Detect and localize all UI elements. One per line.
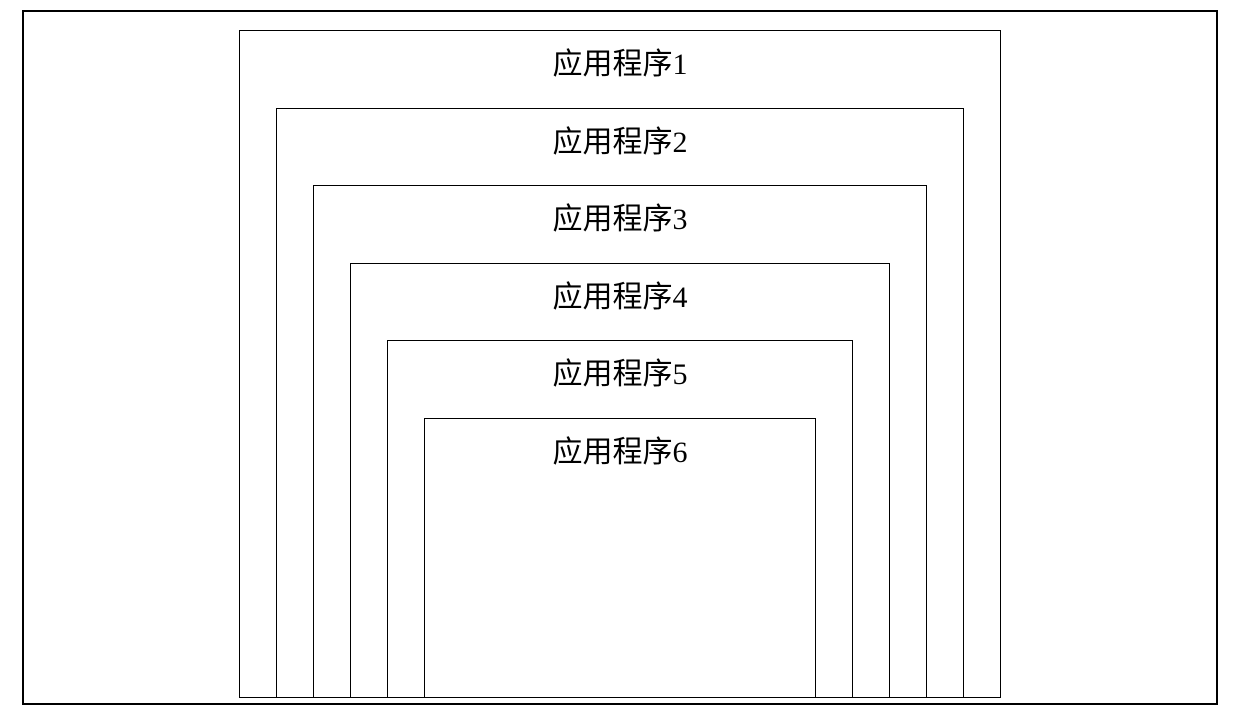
app-4-label: 应用程序4 bbox=[553, 272, 688, 316]
app-6-label: 应用程序6 bbox=[553, 427, 688, 471]
app-1-label: 应用程序1 bbox=[553, 39, 688, 83]
app-5-label: 应用程序5 bbox=[553, 349, 688, 393]
app-3-label: 应用程序3 bbox=[553, 194, 688, 238]
app-6-box: 应用程序6 bbox=[424, 418, 816, 698]
app-2-label: 应用程序2 bbox=[553, 117, 688, 161]
